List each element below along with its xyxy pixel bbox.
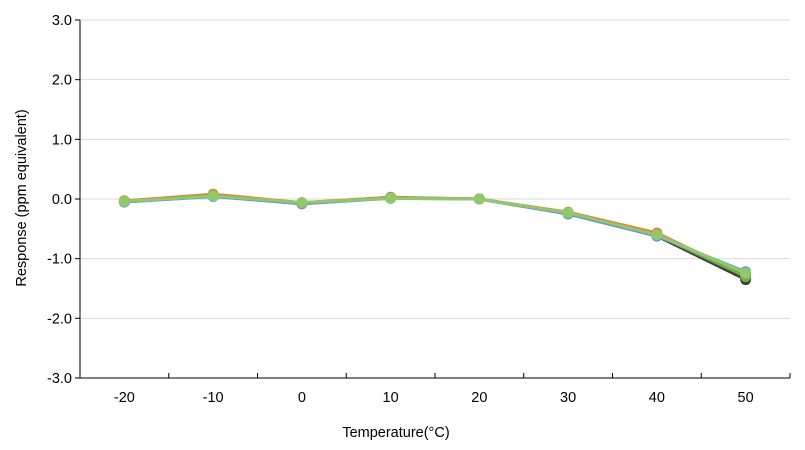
x-tick-label: 50 (738, 390, 754, 406)
data-series (118, 188, 752, 286)
data-point (207, 190, 219, 202)
x-tick-label: 40 (649, 390, 665, 406)
x-axis-title: Temperature(°C) (342, 425, 449, 441)
y-tick-label: -1.0 (47, 252, 72, 268)
x-tick-label: -20 (114, 390, 135, 406)
y-tick-label: -2.0 (47, 311, 72, 327)
y-tick-label: 0.0 (52, 192, 72, 208)
y-tick-label: 1.0 (52, 132, 72, 148)
y-axis-title: Response (ppm equivalent) (14, 109, 30, 286)
x-tick-label: 20 (471, 390, 487, 406)
data-point (118, 195, 130, 207)
y-tick-label: 3.0 (52, 13, 72, 29)
y-axis-ticks: 3.0 2.0 1.0 0.0 -1.0 -2.0 -3.0 (47, 13, 80, 387)
data-point (562, 207, 574, 219)
series-series-lightgreen (118, 190, 752, 279)
data-point (296, 197, 308, 209)
series-line (122, 194, 748, 275)
x-tick-label: 0 (298, 390, 306, 406)
data-point (740, 267, 752, 279)
x-tick-label: 30 (560, 390, 576, 406)
y-tick-label: 2.0 (52, 73, 72, 89)
x-tick-label: 10 (383, 390, 399, 406)
y-tick-label: -3.0 (47, 371, 72, 387)
x-axis-ticks: -20 -10 0 10 20 30 40 50 (79, 373, 791, 406)
data-point (651, 229, 663, 241)
x-tick-label: -10 (203, 390, 224, 406)
data-point (385, 192, 397, 204)
data-point (473, 193, 485, 205)
gridlines (80, 19, 790, 319)
